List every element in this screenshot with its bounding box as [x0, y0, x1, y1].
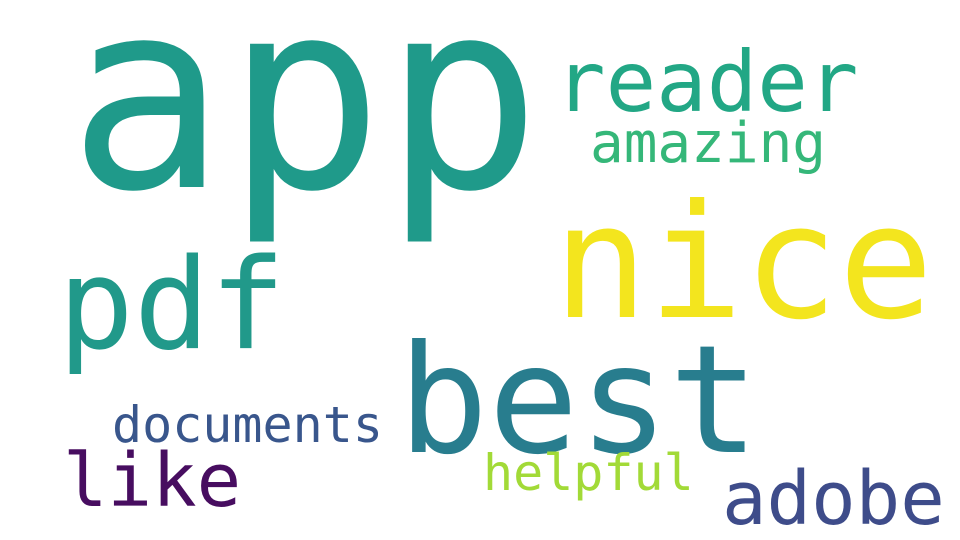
word-best: best: [398, 314, 760, 488]
word-amazing: amazing: [590, 111, 827, 176]
word-helpful: helpful: [483, 444, 694, 502]
word-adobe: adobe: [722, 456, 945, 540]
word-nice: nice: [553, 171, 934, 355]
word-like: like: [63, 438, 242, 524]
word-documents: documents: [112, 396, 383, 454]
word-pdf: pdf: [58, 231, 286, 378]
word-reader: reader: [555, 33, 859, 131]
word-app: app: [68, 0, 542, 249]
